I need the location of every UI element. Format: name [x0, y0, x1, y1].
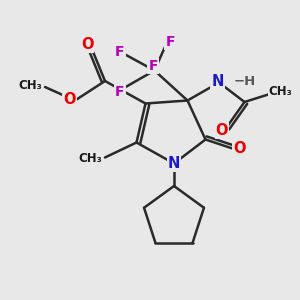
Text: N: N — [168, 156, 180, 171]
Text: F: F — [148, 59, 158, 73]
Text: O: O — [81, 37, 93, 52]
Text: F: F — [115, 46, 125, 59]
Text: CH₃: CH₃ — [78, 152, 102, 166]
Text: O: O — [233, 141, 245, 156]
Text: CH₃: CH₃ — [268, 85, 292, 98]
Text: O: O — [63, 92, 76, 106]
Text: N: N — [211, 74, 224, 88]
Text: O: O — [216, 123, 228, 138]
Text: −H: −H — [234, 75, 256, 88]
Text: F: F — [165, 35, 175, 49]
Text: F: F — [115, 85, 125, 98]
Text: CH₃: CH₃ — [18, 79, 42, 92]
